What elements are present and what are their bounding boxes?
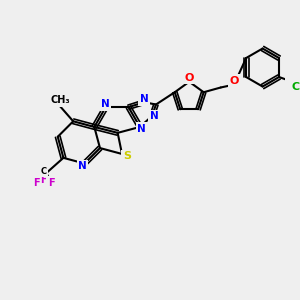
Text: N: N bbox=[101, 99, 110, 109]
Text: CH₃: CH₃ bbox=[50, 95, 70, 105]
Text: N: N bbox=[150, 111, 158, 121]
Text: N: N bbox=[140, 94, 148, 104]
Text: F: F bbox=[34, 178, 40, 188]
Text: F: F bbox=[48, 178, 54, 188]
Text: N: N bbox=[78, 161, 87, 171]
Text: Cl: Cl bbox=[291, 82, 300, 92]
Text: O: O bbox=[230, 76, 239, 86]
Text: S: S bbox=[123, 151, 131, 161]
Text: F: F bbox=[40, 175, 47, 185]
Text: N: N bbox=[137, 124, 146, 134]
Text: C: C bbox=[40, 167, 46, 176]
Text: O: O bbox=[184, 73, 194, 83]
